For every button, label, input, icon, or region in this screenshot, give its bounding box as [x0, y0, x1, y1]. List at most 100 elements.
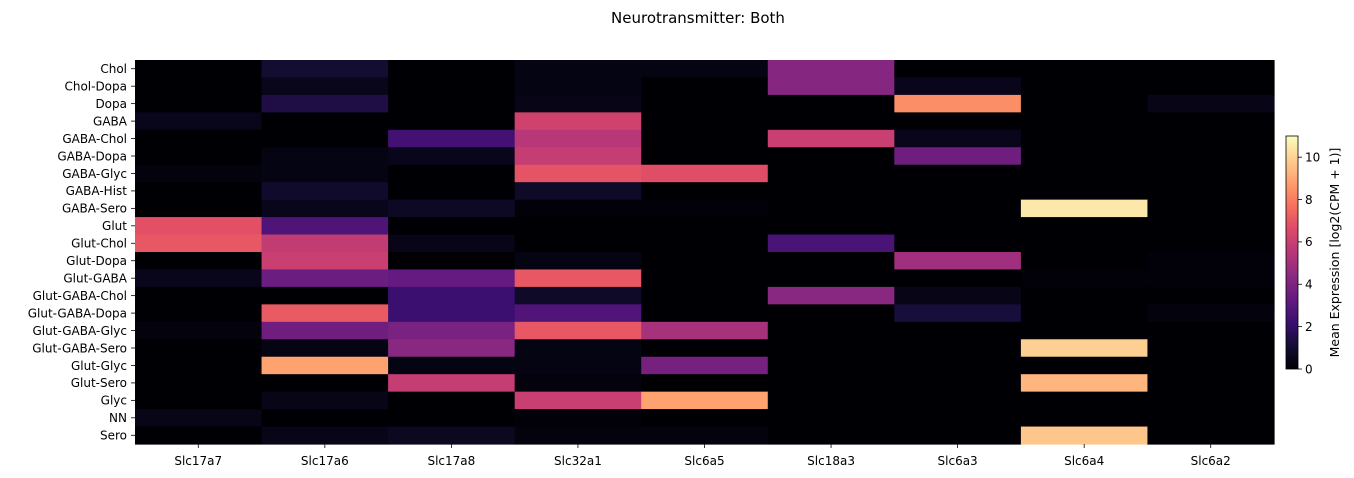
heatmap-cell — [641, 391, 769, 410]
heatmap-cell — [894, 94, 1022, 113]
heatmap-cell — [388, 60, 516, 79]
heatmap-cell — [261, 164, 389, 183]
heatmap-cell — [641, 217, 769, 236]
heatmap-cell — [1147, 409, 1275, 428]
heatmap-cell — [514, 94, 642, 113]
heatmap-cell — [135, 60, 263, 79]
heatmap-cell — [767, 147, 895, 166]
heatmap-cell — [1020, 129, 1149, 148]
x-tick-label: Slc6a5 — [684, 454, 724, 468]
heatmap-cell — [135, 286, 263, 305]
heatmap-cell — [261, 199, 389, 218]
heatmap-cell — [894, 356, 1022, 375]
x-tick-label: Slc17a6 — [301, 454, 349, 468]
heatmap-cell — [894, 112, 1022, 131]
heatmap-cell — [261, 252, 389, 271]
heatmap-cell — [767, 217, 895, 236]
heatmap-cell — [894, 199, 1022, 218]
y-tick-label: Glut-Dopa — [66, 254, 127, 268]
heatmap-cell — [261, 374, 389, 393]
heatmap-cell — [1147, 286, 1275, 305]
colorbar: 0 2 4 6 8 10 Mean Expression [log2(CPM + 1)] — [1285, 135, 1342, 376]
heatmap-cell — [1020, 252, 1149, 271]
heatmap-cell — [388, 217, 516, 236]
heatmap-cell — [767, 182, 895, 201]
y-tick-label: GABA-Glyc — [62, 167, 127, 181]
heatmap-cell — [641, 269, 769, 288]
heatmap-cell — [261, 129, 389, 148]
heatmap-cell — [261, 356, 389, 375]
heatmap-cell — [1147, 339, 1275, 358]
heatmap-cell — [894, 321, 1022, 340]
y-tick-labels: Chol Chol-Dopa Dopa GABA GABA-Chol GABA-Dopa G… — [28, 62, 135, 443]
x-tick-label: Slc18a3 — [807, 454, 855, 468]
heatmap-cell — [1147, 129, 1275, 148]
heatmap-cell — [767, 391, 895, 410]
heatmap-cell — [135, 426, 263, 445]
heatmap-cell — [1020, 321, 1149, 340]
heatmap-cell — [388, 77, 516, 96]
x-tick-label: Slc32a1 — [554, 454, 602, 468]
heatmap-cell — [514, 269, 642, 288]
heatmap-cell — [767, 304, 895, 323]
heatmap-cell — [135, 77, 263, 96]
x-tick-label: Slc6a4 — [1064, 454, 1104, 468]
heatmap-cell — [894, 164, 1022, 183]
heatmap-cell — [1020, 426, 1149, 445]
heatmap-cell — [261, 182, 389, 201]
heatmap-cell — [641, 182, 769, 201]
heatmap-cell — [767, 409, 895, 428]
heatmap-cell — [1020, 304, 1149, 323]
heatmap-cell — [1147, 321, 1275, 340]
heatmap-cell — [388, 269, 516, 288]
heatmap-cell — [388, 304, 516, 323]
heatmap-cell — [514, 286, 642, 305]
heatmap-cell — [1147, 112, 1275, 131]
x-tick-label: Slc6a2 — [1191, 454, 1231, 468]
heatmap-cell — [514, 234, 642, 253]
heatmap-cell — [894, 217, 1022, 236]
heatmap-cell — [767, 356, 895, 375]
heatmap-cell — [1020, 339, 1149, 358]
heatmap-cell — [388, 409, 516, 428]
heatmap-cell — [135, 269, 263, 288]
heatmap-cell — [514, 409, 642, 428]
heatmap-cell — [135, 321, 263, 340]
heatmap-cell — [1020, 286, 1149, 305]
heatmap-cell — [641, 164, 769, 183]
y-tick-label: GABA-Hist — [66, 184, 128, 198]
y-tick-label: GABA-Chol — [62, 132, 127, 146]
y-tick-label: GABA-Sero — [62, 202, 127, 216]
heatmap-cell — [641, 199, 769, 218]
heatmap-cell — [261, 147, 389, 166]
heatmap-cell — [388, 199, 516, 218]
y-tick-label: Glut-GABA-Glyc — [33, 324, 128, 338]
heatmap-cell — [388, 112, 516, 131]
heatmap-cell — [514, 304, 642, 323]
heatmap-cell — [767, 426, 895, 445]
heatmap-cell — [641, 426, 769, 445]
heatmap-cell — [135, 147, 263, 166]
heatmap-cell — [894, 252, 1022, 271]
heatmap-cell — [261, 60, 389, 79]
heatmap-cell — [641, 409, 769, 428]
heatmap-cell — [514, 60, 642, 79]
y-tick-label: Glut-GABA-Dopa — [28, 306, 127, 320]
y-tick-label: Glut-Glyc — [71, 359, 127, 373]
heatmap-cell — [894, 269, 1022, 288]
heatmap-cell — [1020, 182, 1149, 201]
heatmap-cell — [767, 112, 895, 131]
heatmap-cell — [261, 286, 389, 305]
heatmap-cells — [135, 60, 1275, 445]
heatmap-cell — [641, 112, 769, 131]
heatmap-cell — [767, 199, 895, 218]
heatmap-cell — [1147, 374, 1275, 393]
heatmap-cell — [135, 409, 263, 428]
heatmap-cell — [641, 94, 769, 113]
heatmap-cell — [261, 426, 389, 445]
heatmap-cell — [1020, 234, 1149, 253]
heatmap-cell — [514, 77, 642, 96]
heatmap-cell — [1147, 217, 1275, 236]
heatmap-cell — [514, 426, 642, 445]
